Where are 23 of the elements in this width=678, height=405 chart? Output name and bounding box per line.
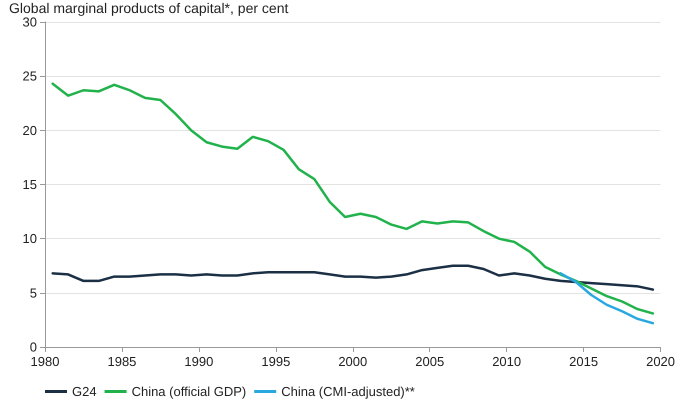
- x-tick-label: 2005: [415, 354, 444, 369]
- x-tick-label: 1980: [30, 354, 60, 369]
- x-tick-label: 1985: [107, 354, 136, 369]
- line-series: [51, 264, 654, 291]
- x-tick-label: 2015: [569, 354, 598, 369]
- chart-title: Global marginal products of capital*, per cent: [9, 0, 288, 16]
- line-series: [559, 272, 654, 324]
- x-tick-label: 1990: [184, 354, 214, 369]
- y-tick-label: 20: [22, 122, 37, 138]
- y-tick-label: 30: [22, 14, 37, 30]
- y-tick-label: 0: [30, 340, 37, 354]
- legend-label: China (official GDP): [132, 384, 246, 399]
- x-tick-label: 2000: [338, 354, 368, 369]
- y-tick-label: 5: [30, 285, 37, 300]
- y-tick-label: 25: [22, 68, 37, 84]
- legend-label: G24: [72, 384, 97, 399]
- x-tick-label: 2020: [646, 354, 675, 369]
- x-tick-label: 2010: [492, 354, 522, 369]
- line-series: [51, 82, 654, 315]
- legend-label: China (CMI-adjusted)**: [281, 384, 415, 399]
- y-tick-label: 15: [22, 177, 37, 192]
- x-tick-label: 1995: [261, 354, 290, 369]
- y-tick-label: 10: [22, 231, 37, 246]
